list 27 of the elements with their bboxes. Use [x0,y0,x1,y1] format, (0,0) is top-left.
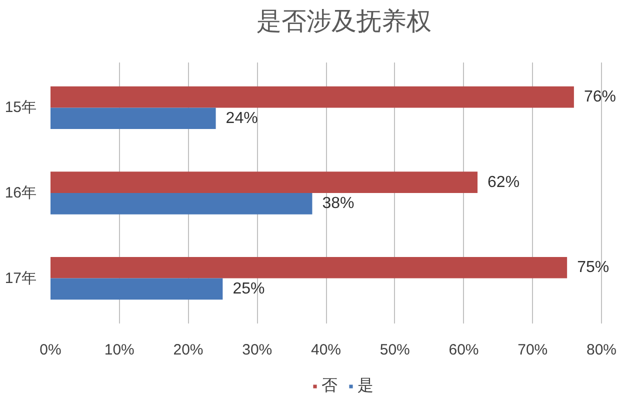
x-tick-label: 20% [173,342,204,358]
bar [50,193,312,214]
x-tick-label: 70% [518,342,548,358]
data-label: 24% [226,110,258,127]
bar [50,256,568,278]
y-tick-label: 17年 [4,270,37,287]
data-label: 62% [488,174,520,191]
y-tick-label: 16年 [4,184,37,202]
data-label: 75% [577,259,610,276]
x-tick-label: 50% [380,342,410,358]
x-tick-label: 40% [310,342,342,358]
legend-label: 是 [358,376,374,396]
data-label: 76% [584,88,616,106]
x-tick-label: 80% [586,342,617,358]
legend-label: 否 [322,376,338,396]
bar [50,86,574,108]
bar [50,278,223,300]
x-tick-label: 30% [242,342,272,358]
x-tick-label: 0% [40,342,62,358]
chart-title: 是否涉及抚养权 [256,8,432,36]
x-tick-label: 10% [104,342,134,358]
y-tick-label: 15年 [4,99,37,116]
bar [50,108,216,130]
data-label: 25% [232,280,265,298]
x-tick-label: 60% [448,342,479,358]
bar [50,172,478,193]
data-label: 38% [322,195,354,212]
